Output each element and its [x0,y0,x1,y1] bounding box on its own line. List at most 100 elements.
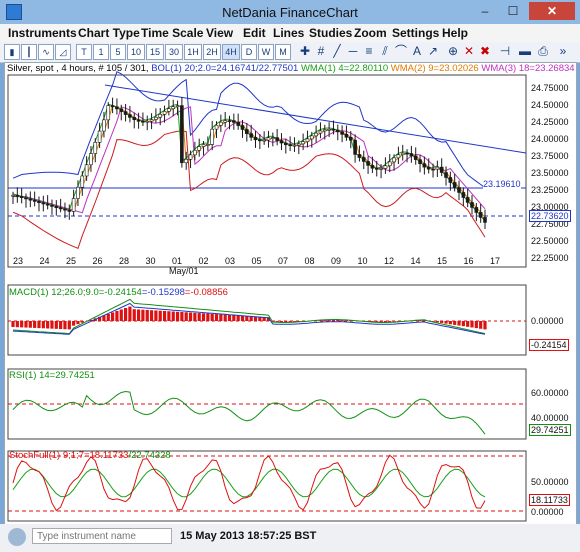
tf-d[interactable]: D [241,44,257,60]
tf-m[interactable]: M [275,44,291,60]
delete-icon[interactable]: ✕ [463,44,475,58]
tf-4h[interactable]: 4H [222,44,240,60]
bar-chart-icon[interactable]: ┃ [21,44,37,60]
minimize-button[interactable]: – [481,4,489,18]
candle-body [32,199,37,202]
crosshair-icon[interactable]: ✚ [299,44,311,58]
tf-10[interactable]: 10 [127,44,145,60]
candle-body [115,106,119,110]
title-bar: NetDania FinanceChart – ☐ ✕ [0,0,580,24]
candle-body [80,175,85,188]
macd-hist-bar [132,309,136,321]
candle-body [266,137,271,141]
x-tick: 03 [225,256,236,266]
main-price-panel [7,74,527,268]
menu-time-scale[interactable]: Time Scale [141,26,204,40]
tf-5[interactable]: 5 [110,44,126,60]
macd-hist-bar [418,320,422,321]
candle-body [439,166,444,173]
wma-slow-line [13,106,486,214]
menu-view[interactable]: View [206,26,234,40]
candle-body [422,163,427,168]
print-icon[interactable]: ⎙ [538,44,548,58]
macd-signal-line [12,302,486,335]
candle-body [275,137,279,141]
area-chart-icon[interactable]: ◿ [55,44,71,60]
candle-body [387,161,392,167]
hline-icon[interactable]: ─ [348,44,358,58]
text-tool-icon[interactable]: A [412,44,421,58]
arrow-tool-icon[interactable]: ↗ [427,44,439,58]
candle-body [93,142,98,154]
line-chart-icon[interactable]: ∿ [38,44,54,60]
y-tick: 23.25000 [531,185,569,195]
instrument-search-input[interactable] [32,528,172,544]
hash-grid-icon[interactable]: # [317,44,325,58]
legend-wma3: WMA(3) 18=23.26834 [481,63,575,74]
chart-area[interactable]: Silver, spot , 4 hours, # 105 / 301, BOL… [4,62,577,526]
minus-icon[interactable]: ▬ [519,44,531,58]
tf-1h[interactable]: 1H [184,44,202,60]
search-instrument-icon[interactable] [8,528,26,546]
pin-icon[interactable]: ⊣ [499,44,511,58]
macd-hist-bar [336,320,340,321]
candle-body [288,144,292,147]
candle-body [188,154,193,160]
stoch-last-label: 18.11733 [529,494,570,506]
candle-body [374,167,379,170]
macd-hist-bar [80,321,84,323]
candle-body [344,134,349,138]
maximize-button[interactable]: ☐ [507,4,519,18]
stoch-panel [7,450,527,522]
macd-hist-bar [41,321,45,329]
macd-hist-bar [448,321,452,325]
macd-legend-signal: =-0.15298 [141,287,185,298]
macd-hist-bar [370,321,375,322]
candle-body [383,165,388,169]
tf-30[interactable]: 30 [165,44,183,60]
candle-body [175,105,180,107]
zoom-in-icon[interactable]: ⊕ [447,44,459,58]
last-price-label: 22.73620 [529,210,571,222]
tf-15[interactable]: 15 [146,44,164,60]
macd-legend-main: MACD(1) 12;26.0;9.0=-0.24154 [9,287,142,298]
macd-hist-bar [162,310,167,321]
candle-body [110,105,115,108]
y-tick: 23.75000 [531,151,569,161]
menu-chart-type[interactable]: Chart Type [78,26,140,40]
tf-1[interactable]: 1 [93,44,109,60]
candle-body [370,165,375,169]
menu-settings[interactable]: Settings [392,26,440,40]
close-button[interactable]: ✕ [529,2,575,20]
menu-zoom[interactable]: Zoom [354,26,387,40]
fibonacci-icon[interactable]: ≡ [365,44,373,58]
trendline-icon[interactable]: ╱ [333,44,341,58]
candle-body [63,208,67,211]
macd-line [12,298,486,335]
menu-help[interactable]: Help [442,26,469,40]
app-icon [6,4,22,20]
x-tick: 15 [437,256,448,266]
menu-lines[interactable]: Lines [273,26,305,40]
menu-studies[interactable]: Studies [309,26,353,40]
candle-body [197,146,202,151]
x-tick: 25 [66,256,77,266]
macd-hist-bar [266,317,271,321]
candle-body [106,105,111,121]
more-tools-icon[interactable]: » [559,44,567,58]
candle-body [262,139,266,142]
menu-edit[interactable]: Edit [243,26,266,40]
tf-2h[interactable]: 2H [203,44,221,60]
delete-all-icon[interactable]: ✖ [479,44,491,58]
stoch-legend-signal: /22.74328 [128,450,171,461]
y-tick: 22.50000 [531,236,569,246]
arc-icon[interactable]: ⌒ [394,44,407,58]
tf-w[interactable]: W [258,44,274,60]
menu-instruments[interactable]: Instruments [8,26,77,40]
candlestick-icon[interactable]: ▮ [4,44,20,60]
macd-hist-bar [158,310,162,321]
tf-tick[interactable]: T [76,44,92,60]
macd-legend-hist: =-0.08856 [184,287,228,298]
channel-icon[interactable]: ⫽ [382,44,388,58]
y-tick: 23.00000 [531,202,569,212]
